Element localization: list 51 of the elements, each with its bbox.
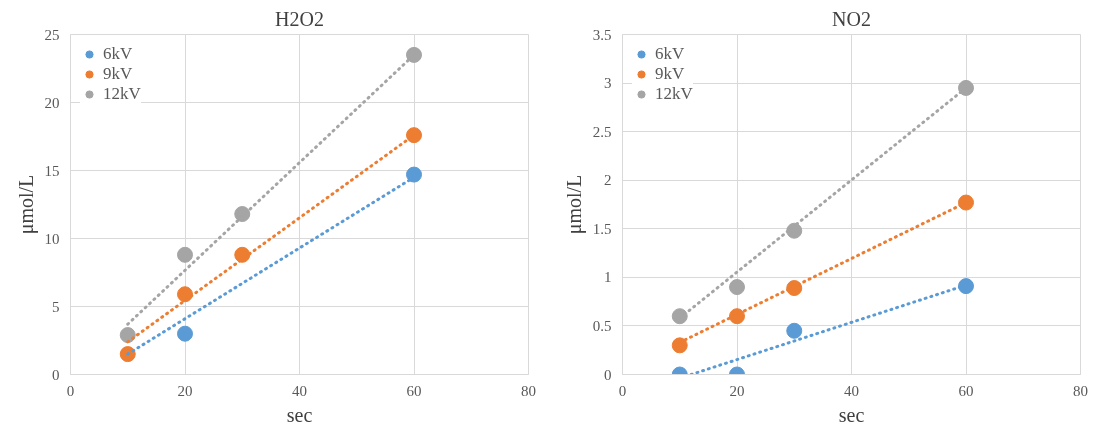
y-tick-label: 1.5: [592, 220, 612, 237]
y-tick-label: 1: [604, 269, 612, 286]
y-tick-label: 0: [52, 366, 60, 383]
x-tick-label: 80: [521, 382, 536, 399]
x-tick-label: 40: [844, 382, 859, 399]
x-axis-title: sec: [286, 403, 313, 426]
y-tick-label: 3: [604, 75, 612, 92]
y-tick-label: 10: [44, 230, 60, 247]
y-tick-label: 15: [44, 162, 60, 179]
x-tick-label: 0: [66, 382, 75, 399]
point: [729, 279, 745, 296]
x-tick-label: 80: [1073, 382, 1088, 399]
point: [177, 246, 193, 263]
point: [958, 194, 974, 211]
chart-title: H2O2: [275, 7, 324, 30]
x-axis-title: sec: [838, 403, 865, 426]
legend-label: 12kV: [103, 84, 141, 104]
y-axis-title: μmol/L: [562, 174, 586, 235]
y-tick-label: 0.5: [592, 317, 612, 334]
legend-label: 6kV: [655, 44, 685, 64]
point: [177, 325, 193, 342]
point: [406, 127, 422, 144]
point: [786, 322, 803, 339]
chart-title: NO2: [832, 7, 871, 30]
point: [958, 278, 974, 295]
y-tick-label: 3.5: [592, 26, 612, 43]
x-tick-label: 40: [292, 382, 307, 399]
x-tick-label: 20: [177, 382, 193, 399]
x-tick-label: 20: [729, 382, 745, 399]
y-tick-label: 2.5: [592, 123, 612, 140]
y-tick-label: 0: [604, 366, 612, 383]
point: [958, 79, 974, 96]
x-tick-label: 60: [958, 382, 974, 399]
point: [671, 337, 688, 354]
point: [234, 206, 251, 223]
y-axis-title: μmol/L: [14, 174, 38, 235]
point: [177, 286, 193, 303]
point: [406, 46, 422, 63]
y-tick-label: 2: [604, 172, 612, 189]
point: [671, 308, 688, 325]
point: [406, 166, 422, 183]
legend-label: 9kV: [103, 64, 133, 84]
legend-label: 9kV: [655, 64, 685, 84]
y-tick-label: 20: [44, 94, 60, 111]
point: [729, 308, 745, 325]
legend-label: 12kV: [655, 84, 693, 104]
x-tick-label: 60: [406, 382, 422, 399]
y-tick-label: 5: [52, 298, 60, 315]
y-tick-label: 25: [44, 26, 60, 43]
x-tick-label: 0: [618, 382, 627, 399]
legend-label: 6kV: [103, 44, 133, 64]
